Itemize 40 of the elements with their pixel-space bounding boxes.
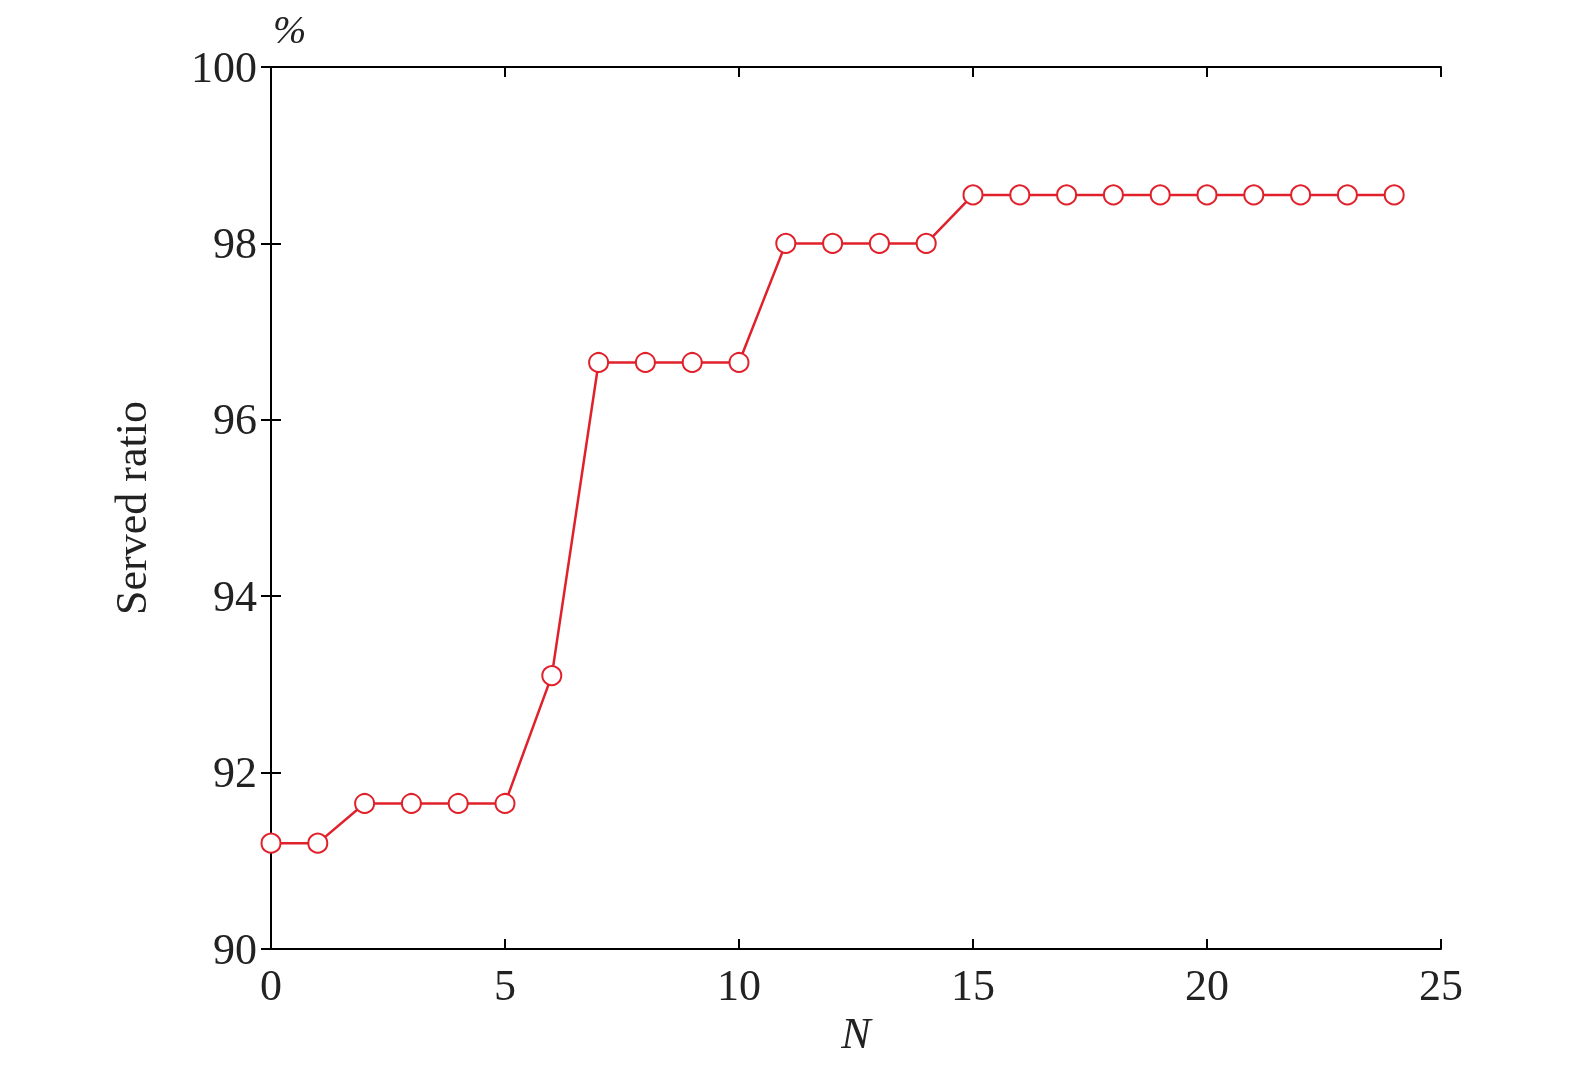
point [822, 232, 844, 254]
point [260, 832, 282, 854]
point [541, 665, 563, 687]
y-tick-label: 100 [191, 42, 257, 92]
point [1290, 184, 1312, 206]
x-tick-label: 15 [951, 960, 995, 1010]
point [681, 351, 703, 373]
point [775, 232, 797, 254]
point [868, 232, 890, 254]
y-tick-label: 92 [213, 748, 257, 798]
point [1243, 184, 1265, 206]
y-axis-title: Served ratio [106, 401, 156, 615]
x-tick-label: 25 [1419, 960, 1463, 1010]
point [354, 792, 376, 814]
point [1056, 184, 1078, 206]
text: % [273, 6, 307, 52]
point [1383, 184, 1405, 206]
y-tick-label: 98 [213, 218, 257, 268]
x-tick-label: 0 [260, 960, 282, 1010]
point [400, 792, 422, 814]
point [494, 792, 516, 814]
point [1009, 184, 1031, 206]
y-tick-label: 90 [213, 924, 257, 974]
point [1149, 184, 1171, 206]
point [1102, 184, 1124, 206]
point [307, 832, 329, 854]
point [1336, 184, 1358, 206]
y-tick-label: 96 [213, 395, 257, 445]
point [588, 351, 610, 373]
point [728, 351, 750, 373]
point [447, 792, 469, 814]
x-tick-label: 10 [717, 960, 761, 1010]
point [915, 232, 937, 254]
x-axis-title: N [840, 1009, 874, 1059]
point [634, 351, 656, 373]
x-tick-label: 5 [494, 960, 516, 1010]
point [962, 184, 984, 206]
y-tick-label: 94 [213, 571, 257, 621]
point [1196, 184, 1218, 206]
x-tick-label: 20 [1185, 960, 1229, 1010]
